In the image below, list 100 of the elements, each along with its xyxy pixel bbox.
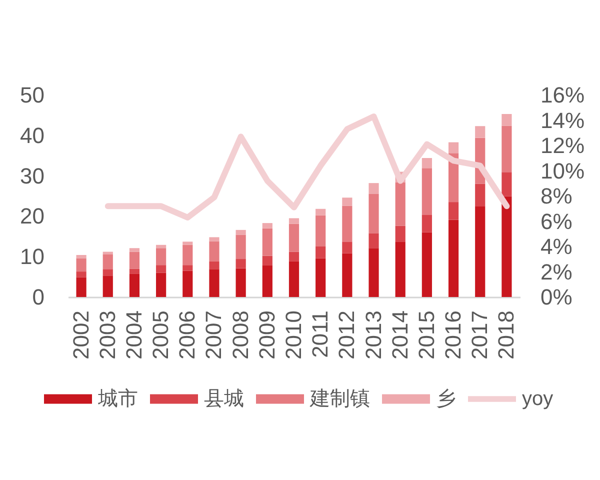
y-tick-label: 40 [20, 122, 44, 148]
bar [316, 215, 326, 246]
bar [76, 272, 86, 278]
x-tick-label: 2008 [228, 310, 253, 360]
legend-label: 县城 [204, 388, 244, 410]
bar [102, 276, 113, 297]
bar [502, 126, 512, 172]
x-tick-label: 2018 [494, 310, 519, 360]
legend-label: 城市 [97, 388, 138, 410]
y2-tick-label: 6% [540, 208, 572, 234]
y2-tick-label: 0% [540, 284, 572, 310]
y2-tick-label: 8% [540, 184, 572, 208]
bar [236, 234, 246, 260]
bar [448, 202, 459, 220]
bar [288, 252, 300, 262]
bar [475, 184, 486, 207]
y2-tick-label: 10% [540, 158, 585, 184]
bar [288, 218, 300, 224]
bar [368, 233, 379, 248]
x-tick-label: 2012 [334, 310, 360, 360]
bar [502, 114, 512, 126]
x-tick-label: 2010 [281, 310, 306, 360]
x-tick-label: 2007 [201, 310, 226, 360]
bar [262, 228, 272, 256]
y2-tick-label: 14% [540, 108, 585, 133]
bar [129, 274, 140, 297]
x-tick-label: 2009 [254, 310, 280, 360]
bar [76, 277, 86, 297]
bar [448, 220, 459, 297]
x-tick-label: 2011 [308, 310, 333, 358]
x-tick-label: 2004 [121, 310, 146, 360]
x-tick-label: 2002 [68, 310, 94, 360]
legend-label: yoy [522, 388, 554, 410]
bar [182, 242, 193, 245]
x-tick-label: 2013 [360, 310, 386, 360]
bar [475, 206, 486, 297]
bar [422, 232, 432, 297]
bar [76, 254, 86, 258]
x-tick-label: 2006 [174, 310, 200, 360]
bar [502, 172, 512, 196]
y-tick-label: 0 [32, 284, 44, 310]
bar [156, 265, 166, 273]
y2-tick-label: 12% [540, 133, 585, 158]
bar [262, 256, 272, 266]
x-tick-label: 2015 [414, 310, 439, 360]
bar [475, 126, 486, 138]
bar [422, 214, 432, 232]
y-tick-label: 20 [20, 204, 44, 229]
bar [156, 244, 166, 248]
bar [316, 258, 326, 297]
bar [236, 268, 246, 297]
bar [76, 258, 86, 272]
bar [129, 252, 140, 269]
x-tick-label: 2005 [148, 310, 174, 360]
bar [342, 242, 352, 254]
bar [182, 270, 193, 297]
bar [368, 194, 379, 234]
bar [316, 208, 326, 216]
legend-label: 建制镇 [309, 388, 370, 410]
bar [288, 224, 300, 252]
bar [129, 248, 140, 252]
x-tick-label: 2003 [94, 310, 120, 360]
bar [395, 226, 406, 242]
bar [368, 183, 379, 194]
bar [209, 261, 220, 270]
x-tick-label: 2016 [440, 310, 466, 360]
x-tick-label: 2014 [387, 310, 412, 360]
bar [395, 242, 406, 297]
bar [182, 244, 193, 266]
bar [262, 223, 272, 228]
bar [368, 248, 379, 297]
bar [209, 241, 220, 262]
bar [342, 198, 352, 206]
legend-label: 乡 [436, 388, 456, 410]
bar [502, 196, 512, 297]
bar [236, 230, 246, 235]
bar [395, 182, 406, 226]
y-tick-label: 50 [20, 82, 44, 108]
y2-tick-label: 16% [540, 82, 585, 108]
bar [129, 268, 140, 274]
y2-tick-label: 2% [540, 259, 572, 284]
y-tick-label: 30 [20, 163, 44, 188]
bar [209, 269, 220, 297]
bar [102, 254, 113, 270]
bar [156, 272, 166, 297]
y2-tick-label: 4% [540, 234, 572, 259]
bar [182, 265, 193, 271]
y-tick-label: 10 [20, 244, 44, 270]
bar [209, 237, 220, 242]
bar [448, 142, 459, 154]
bar [422, 158, 432, 168]
bar [288, 261, 300, 297]
bar [342, 206, 352, 242]
bar [316, 246, 326, 258]
bar [236, 259, 246, 268]
bar [262, 265, 272, 297]
bar [342, 253, 352, 297]
bar [156, 248, 166, 266]
x-tick-label: 2017 [467, 310, 492, 360]
bar [422, 168, 432, 215]
